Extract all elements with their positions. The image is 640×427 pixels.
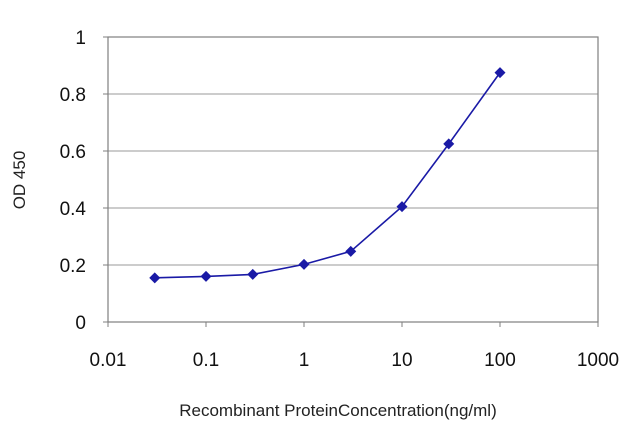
x-tick-label: 0.1 [193, 350, 219, 371]
data-point [494, 67, 506, 79]
data-point [443, 138, 455, 150]
data-point [396, 201, 408, 213]
data-point [345, 245, 357, 257]
x-axis-title: Recombinant ProteinConcentration(ng/ml) [179, 401, 497, 420]
data-point [149, 272, 161, 284]
data-point [298, 258, 310, 270]
y-tick-label: 0.2 [60, 256, 86, 277]
series-line [154, 72, 501, 279]
series-layer [149, 67, 506, 284]
x-tick-label: 0.01 [90, 350, 127, 371]
x-axis-ticks: 0.01 0.1 1 10 100 1000 [90, 322, 619, 371]
x-tick-label: 10 [391, 350, 412, 371]
y-tick-label: 0 [75, 313, 86, 334]
data-point [200, 270, 212, 282]
x-tick-label: 100 [484, 350, 516, 371]
y-tick-label: 0.4 [60, 199, 87, 220]
y-axis-title: OD 450 [10, 151, 29, 210]
x-tick-label: 1000 [577, 350, 619, 371]
y-tick-label: 0.6 [60, 142, 86, 163]
x-tick-label: 1 [299, 350, 310, 371]
gridlines [108, 93, 598, 266]
y-axis-ticks: 0 0.2 0.4 0.6 0.8 1 [60, 28, 108, 334]
y-tick-label: 1 [75, 28, 86, 49]
data-point [247, 268, 259, 280]
y-tick-label: 0.8 [60, 85, 86, 106]
plot-frame [107, 36, 599, 323]
